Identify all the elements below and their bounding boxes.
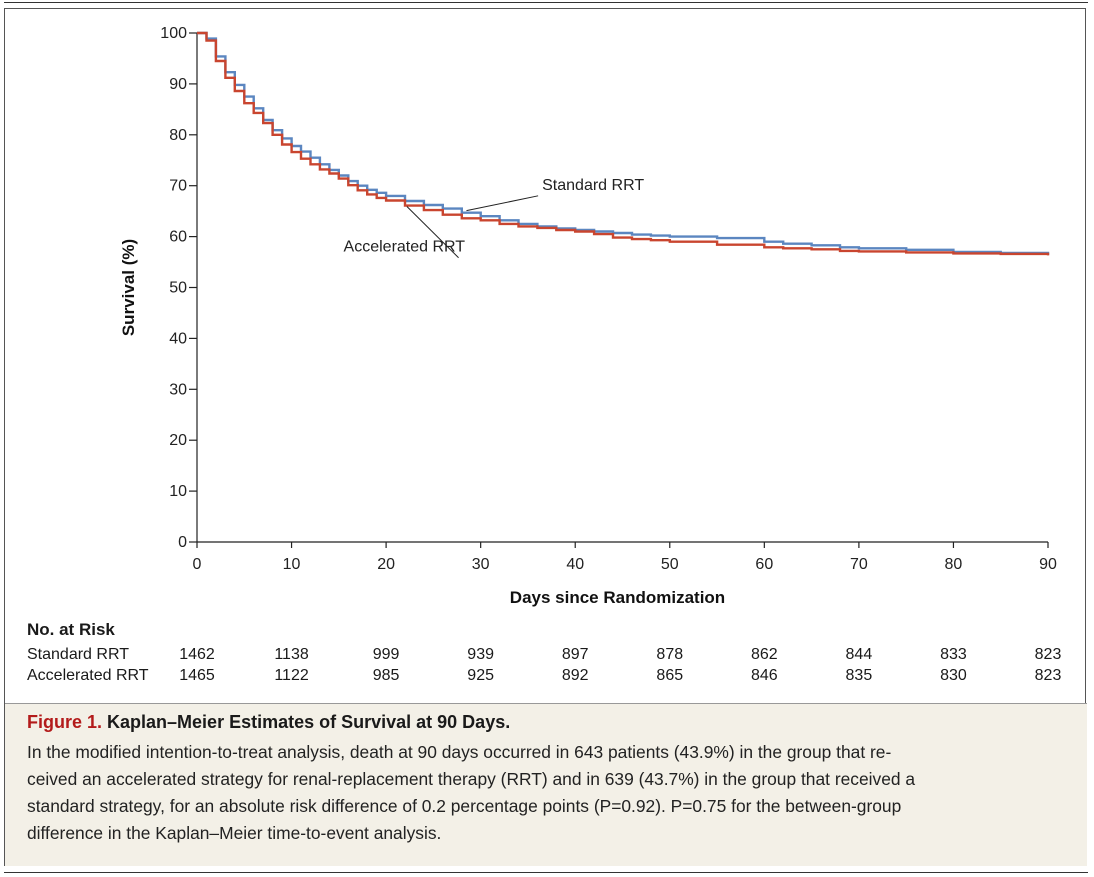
annotation-leader-accelerated	[406, 206, 459, 259]
y-tick-label: 50	[169, 280, 187, 297]
risk-value: 999	[372, 646, 400, 663]
x-tick-label: 70	[850, 556, 868, 573]
y-tick-label: 0	[178, 534, 187, 551]
caption-line: In the modified intention-to-treat analy…	[27, 742, 892, 762]
risk-value: 823	[1034, 646, 1062, 663]
y-axis-label: Survival (%)	[119, 239, 138, 336]
top-rule	[4, 2, 1088, 3]
risk-value: 846	[750, 667, 778, 684]
y-tick-label: 90	[169, 76, 187, 93]
risk-value: 892	[561, 667, 589, 684]
risk-table-title: No. at Risk	[27, 620, 115, 639]
risk-value: 897	[561, 646, 589, 663]
bottom-rule	[4, 872, 1088, 873]
risk-value: 1138	[274, 646, 309, 663]
caption-line: ceived an accelerated strategy for renal…	[27, 769, 916, 789]
risk-value: 835	[845, 667, 873, 684]
series-line-accelerated-rrt	[197, 31, 1050, 256]
figure-caption: Figure 1. Kaplan–Meier Estimates of Surv…	[5, 703, 1087, 866]
risk-value: 830	[940, 667, 967, 684]
y-tick-label: 20	[169, 432, 187, 449]
caption-heading: Figure 1. Kaplan–Meier Estimates of Surv…	[27, 712, 1065, 733]
annotation-accelerated-rrt: Accelerated RRT	[344, 239, 466, 256]
caption-line: difference in the Kaplan–Meier time-to-e…	[27, 823, 442, 843]
risk-table: No. at Risk Standard RRT Accelerated RRT…	[27, 620, 1067, 690]
x-tick-label: 50	[661, 556, 679, 573]
x-tick-label: 40	[566, 556, 584, 573]
caption-line: standard strategy, for an absolute risk …	[27, 796, 902, 816]
x-tick-label: 30	[472, 556, 490, 573]
x-tick-label: 10	[283, 556, 301, 573]
y-tick-label: 30	[169, 381, 187, 398]
figure-title: Kaplan–Meier Estimates of Survival at 90…	[107, 712, 511, 732]
risk-value: 878	[656, 646, 684, 663]
annotation-standard-rrt: Standard RRT	[542, 177, 644, 194]
risk-value: 833	[940, 646, 967, 663]
x-tick-label: 80	[945, 556, 963, 573]
y-tick-label: 80	[169, 127, 187, 144]
annotation-leader-standard	[466, 195, 539, 212]
y-tick-label: 10	[169, 483, 187, 500]
risk-value: 1122	[274, 667, 309, 684]
x-tick-label: 20	[377, 556, 395, 573]
risk-value: 1462	[179, 646, 215, 663]
survival-chart: 0 10 20 30 40 50 60 70 80 90 0 10 20 30 40 50 60 70 80 90 10…	[119, 25, 1057, 607]
risk-value: 939	[467, 646, 495, 663]
x-tick-label: 90	[1039, 556, 1057, 573]
risk-value: 844	[845, 646, 873, 663]
risk-value: 925	[467, 667, 495, 684]
x-axis-label: Days since Randomization	[510, 588, 725, 607]
y-tick-label: 100	[160, 25, 187, 42]
risk-row-label-accelerated: Accelerated RRT	[27, 667, 149, 684]
caption-body: In the modified intention-to-treat analy…	[27, 739, 1065, 847]
risk-value: 823	[1034, 667, 1062, 684]
risk-value: 865	[656, 667, 684, 684]
y-tick-label: 70	[169, 178, 187, 195]
figure-label: Figure 1.	[27, 712, 103, 732]
risk-row-label-standard: Standard RRT	[27, 646, 129, 663]
risk-value: 985	[372, 667, 400, 684]
x-tick-label: 60	[755, 556, 773, 573]
series-line-standard-rrt	[197, 31, 1050, 255]
y-tick-label: 60	[169, 229, 187, 246]
risk-value: 1465	[179, 667, 215, 684]
x-tick-label: 0	[193, 556, 202, 573]
y-tick-label: 40	[169, 330, 187, 347]
risk-value: 862	[750, 646, 778, 663]
